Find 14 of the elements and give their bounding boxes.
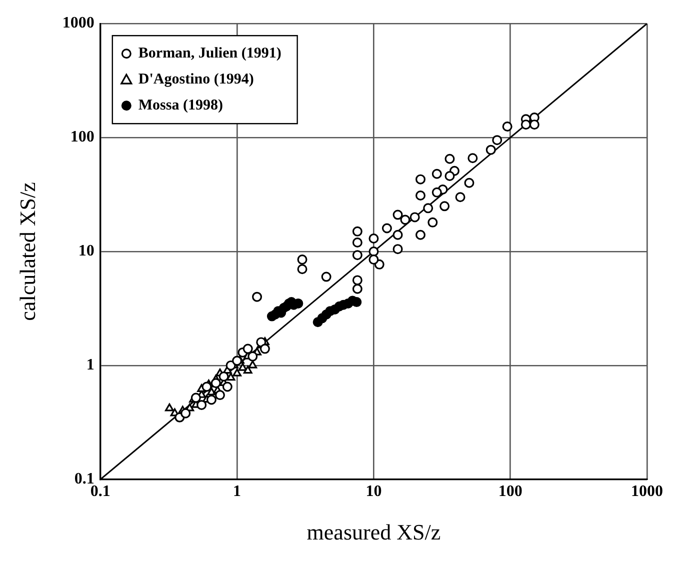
legend-label: Borman, Julien (1991) [138, 45, 282, 62]
y-tick-label: 100 [70, 128, 94, 146]
x-tick-label: 0.1 [90, 483, 110, 500]
legend-label: Mossa (1998) [138, 97, 223, 114]
y-tick-label: 1000 [62, 14, 94, 32]
y-axis-title: calculated XS/z [14, 182, 40, 321]
x-tick-label: 1 [233, 483, 242, 500]
x-tick-label: 1000 [631, 483, 663, 500]
legend-label: D'Agostino (1994) [138, 71, 254, 88]
x-tick-label: 10 [366, 483, 382, 500]
y-tick-label: 1 [86, 356, 94, 374]
y-tick-label: 10 [78, 242, 94, 260]
x-axis-title: measured XS/z [306, 520, 441, 545]
x-tick-label: 100 [498, 483, 522, 500]
